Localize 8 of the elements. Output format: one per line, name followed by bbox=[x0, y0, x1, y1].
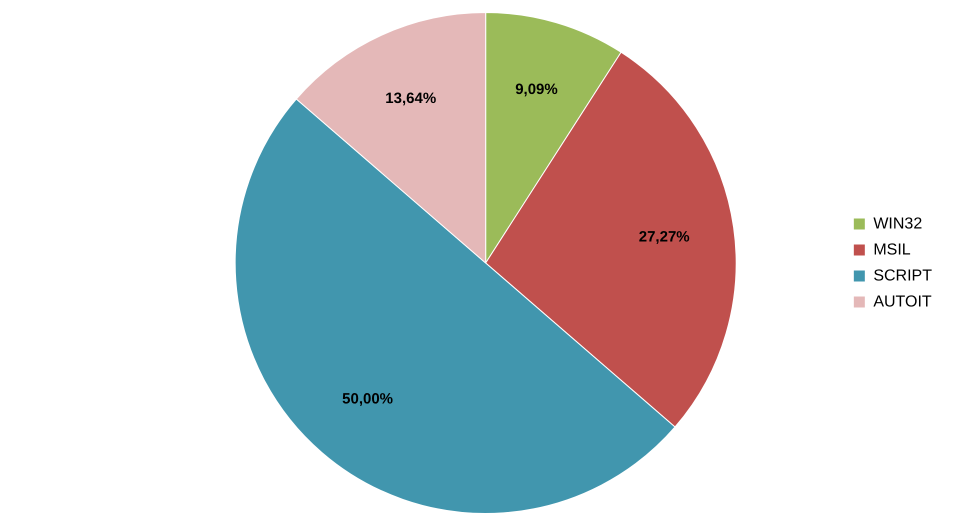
legend-label: SCRIPT bbox=[873, 267, 932, 284]
legend-label: WIN32 bbox=[873, 215, 922, 232]
legend-label: MSIL bbox=[873, 241, 911, 258]
data-label: 13,64% bbox=[385, 90, 436, 108]
data-label: 27,27% bbox=[638, 228, 690, 246]
data-label: 9,09% bbox=[515, 81, 558, 98]
legend-label: AUTOIT bbox=[873, 293, 932, 310]
data-label: 50,00% bbox=[342, 390, 394, 408]
